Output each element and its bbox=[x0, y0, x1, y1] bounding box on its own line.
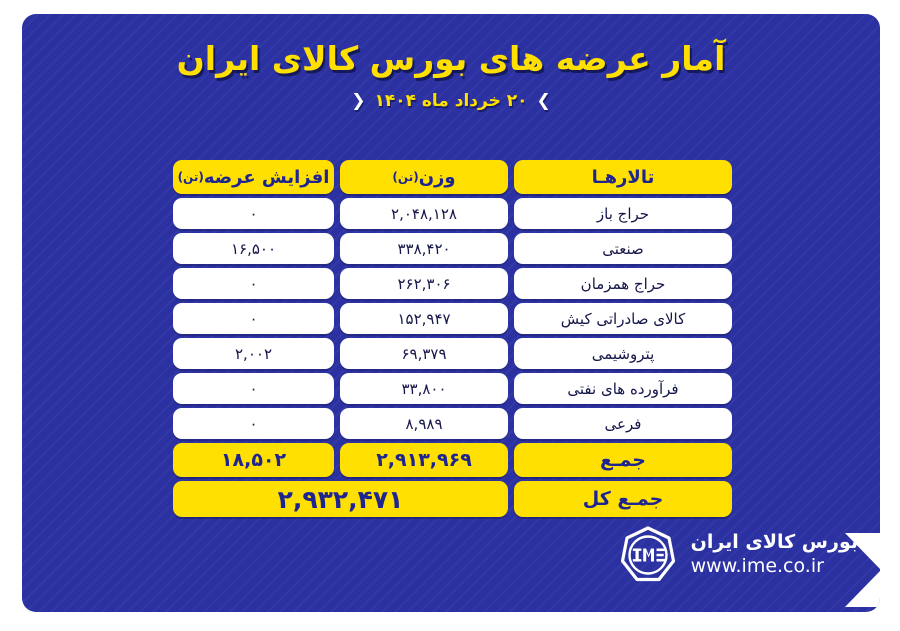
subtitle-date: ۲۰ خرداد ماه ۱۴۰۴ bbox=[374, 91, 528, 112]
grand-total-label: جمـع کل bbox=[514, 481, 732, 517]
column-header-halls-label: تالارهـا bbox=[591, 166, 655, 188]
chevron-right-icon: ❯ bbox=[536, 90, 551, 111]
cell-increase: ۰ bbox=[173, 268, 334, 299]
column-header-halls: تالارهـا bbox=[514, 160, 732, 194]
statistics-table: تالارهـا وزن (تن) افزایش عرضه (تن) حراج با… bbox=[173, 160, 732, 521]
footer: بورس کالای ایران www.ime.co.ir bbox=[619, 526, 858, 584]
table-row: فرعی ۸,۹۸۹ ۰ bbox=[173, 408, 732, 439]
cell-weight: ۲۶۲,۳۰۶ bbox=[340, 268, 508, 299]
table-row: صنعتی ۳۳۸,۴۲۰ ۱۶,۵۰۰ bbox=[173, 233, 732, 264]
cell-hall: صنعتی bbox=[514, 233, 732, 264]
table-row: حراج همزمان ۲۶۲,۳۰۶ ۰ bbox=[173, 268, 732, 299]
cell-weight: ۳۳,۸۰۰ bbox=[340, 373, 508, 404]
chevron-left-icon: ❮ bbox=[351, 90, 366, 111]
cell-hall: کالای صادراتی کیش bbox=[514, 303, 732, 334]
brand-name: بورس کالای ایران bbox=[690, 531, 858, 554]
column-header-weight-unit: (تن) bbox=[392, 170, 419, 184]
column-header-increase-unit: (تن) bbox=[177, 170, 204, 184]
header: آمار عرضه های بورس کالای ایران ❯ ۲۰ خردا… bbox=[22, 38, 880, 111]
sum-increase: ۱۸,۵۰۲ bbox=[173, 443, 334, 477]
table-row: کالای صادراتی کیش ۱۵۲,۹۴۷ ۰ bbox=[173, 303, 732, 334]
sum-label: جمـع bbox=[514, 443, 732, 477]
table-grand-total-row: جمـع کل ۲,۹۳۲,۴۷۱ bbox=[173, 481, 732, 517]
table-sum-row: جمـع ۲,۹۱۳,۹۶۹ ۱۸,۵۰۲ bbox=[173, 443, 732, 477]
cell-weight: ۳۳۸,۴۲۰ bbox=[340, 233, 508, 264]
cell-weight: ۲,۰۴۸,۱۲۸ bbox=[340, 198, 508, 229]
table-row: پتروشیمی ۶۹,۳۷۹ ۲,۰۰۲ bbox=[173, 338, 732, 369]
table-row: فرآورده های نفتی ۳۳,۸۰۰ ۰ bbox=[173, 373, 732, 404]
cell-increase: ۰ bbox=[173, 198, 334, 229]
cell-increase: ۰ bbox=[173, 408, 334, 439]
footer-text: بورس کالای ایران www.ime.co.ir bbox=[691, 531, 858, 579]
column-header-increase-label: افزایش عرضه bbox=[203, 166, 330, 188]
grand-total-value: ۲,۹۳۲,۴۷۱ bbox=[173, 481, 508, 517]
cell-weight: ۸,۹۸۹ bbox=[340, 408, 508, 439]
cell-weight: ۱۵۲,۹۴۷ bbox=[340, 303, 508, 334]
cell-hall: فرعی bbox=[514, 408, 732, 439]
subtitle-row: ❯ ۲۰ خرداد ماه ۱۴۰۴ ❮ bbox=[22, 91, 880, 111]
brand-url: www.ime.co.ir bbox=[690, 555, 824, 577]
cell-increase: ۰ bbox=[173, 373, 334, 404]
cell-hall: حراج باز bbox=[514, 198, 732, 229]
cell-hall: فرآورده های نفتی bbox=[514, 373, 732, 404]
cell-increase: ۱۶,۵۰۰ bbox=[173, 233, 334, 264]
column-header-increase: افزایش عرضه (تن) bbox=[173, 160, 334, 194]
ime-logo-icon bbox=[620, 526, 675, 582]
column-header-weight: وزن (تن) bbox=[340, 160, 508, 194]
table-header-row: تالارهـا وزن (تن) افزایش عرضه (تن) bbox=[173, 160, 732, 194]
page-title: آمار عرضه های بورس کالای ایران bbox=[176, 39, 726, 78]
sum-weight: ۲,۹۱۳,۹۶۹ bbox=[340, 443, 508, 477]
cell-hall: پتروشیمی bbox=[514, 338, 732, 369]
cell-increase: ۲,۰۰۲ bbox=[173, 338, 334, 369]
cell-increase: ۰ bbox=[173, 303, 334, 334]
cell-weight: ۶۹,۳۷۹ bbox=[340, 338, 508, 369]
table-row: حراج باز ۲,۰۴۸,۱۲۸ ۰ bbox=[173, 198, 732, 229]
infographic-poster: آمار عرضه های بورس کالای ایران ❯ ۲۰ خردا… bbox=[22, 14, 880, 612]
cell-hall: حراج همزمان bbox=[514, 268, 732, 299]
column-header-weight-label: وزن bbox=[418, 166, 456, 188]
